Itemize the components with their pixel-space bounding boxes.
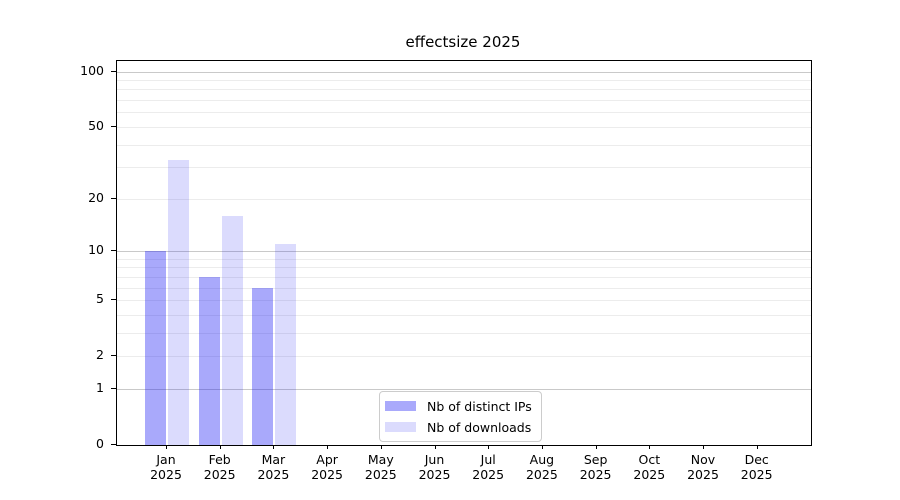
x-tick-feb <box>219 445 221 449</box>
year-label: 2025 <box>579 467 612 482</box>
x-tick-label-nov: Nov 2025 <box>673 452 733 482</box>
month-label: Oct <box>638 452 661 467</box>
bar-ips-mar <box>252 287 274 445</box>
x-tick-label-may: May 2025 <box>351 452 411 482</box>
gridline-minor-90 <box>117 79 811 81</box>
legend-item-distinct-ips: Nb of distinct IPs <box>385 397 532 415</box>
x-tick-label-feb: Feb 2025 <box>190 452 250 482</box>
year-label: 2025 <box>364 467 397 482</box>
gridline-minor-60 <box>117 112 811 114</box>
bar-ips-jan <box>145 250 166 445</box>
month-label: Jan <box>156 452 176 467</box>
y-tick-0 <box>111 444 116 445</box>
year-label: 2025 <box>311 467 343 482</box>
bar-downloads-mar <box>275 243 297 445</box>
y-tick-label-0: 0 <box>96 436 104 451</box>
year-label: 2025 <box>633 467 666 482</box>
month-label: Aug <box>529 452 555 467</box>
month-label: Apr <box>316 452 338 467</box>
x-tick-label-jan: Jan 2025 <box>136 452 196 482</box>
year-label: 2025 <box>257 467 290 482</box>
year-label: 2025 <box>203 467 236 482</box>
chart-title: effectsize 2025 <box>405 33 521 51</box>
legend-label-distinct-ips: Nb of distinct IPs <box>427 398 532 414</box>
gridline-minor-4 <box>117 314 811 316</box>
x-tick-dec <box>756 445 758 449</box>
year-label: 2025 <box>150 467 182 482</box>
y-tick-label-100: 100 <box>80 62 104 78</box>
month-label: Jun <box>424 452 445 467</box>
y-tick-label-10: 10 <box>88 241 104 257</box>
x-tick-jul <box>488 445 490 449</box>
bar-downloads-jan <box>168 159 189 445</box>
gridline-major-10 <box>117 250 811 252</box>
year-label: 2025 <box>418 467 451 482</box>
year-label: 2025 <box>472 467 505 482</box>
x-tick-label-jul: Jul 2025 <box>458 452 518 482</box>
gridline-minor-5 <box>117 300 811 301</box>
bar-downloads-feb <box>221 215 243 445</box>
y-tick-label-2: 2 <box>96 347 104 363</box>
gridline-minor-20 <box>117 198 811 200</box>
month-label: Dec <box>744 452 769 467</box>
gridline-minor-7 <box>117 276 811 278</box>
x-tick-label-dec: Dec 2025 <box>727 452 787 482</box>
y-tick-20 <box>111 197 116 199</box>
x-tick-label-apr: Apr 2025 <box>297 452 357 482</box>
y-tick-label-5: 5 <box>96 291 104 306</box>
bar-ips-feb <box>198 276 220 445</box>
x-tick-label-jun: Jun 2025 <box>405 452 465 482</box>
legend-swatch-distinct-ips <box>385 401 416 411</box>
y-tick-2 <box>111 355 116 357</box>
y-tick-50 <box>111 125 116 127</box>
y-tick-100 <box>111 70 116 72</box>
month-label: Sep <box>583 452 608 467</box>
year-label: 2025 <box>687 467 719 482</box>
month-label: Mar <box>261 452 286 467</box>
gridline-minor-8 <box>117 267 811 269</box>
year-label: 2025 <box>740 467 773 482</box>
legend-swatch-downloads <box>385 422 416 432</box>
x-tick-aug <box>541 445 543 449</box>
x-tick-label-oct: Oct 2025 <box>619 452 679 482</box>
y-tick-label-20: 20 <box>88 189 104 205</box>
month-label: Jul <box>480 452 496 467</box>
y-tick-label-50: 50 <box>88 117 104 133</box>
gridline-minor-30 <box>117 167 811 169</box>
legend: Nb of distinct IPs Nb of downloads <box>379 391 542 442</box>
x-tick-jun <box>434 445 436 449</box>
x-tick-label-mar: Mar 2025 <box>243 452 303 482</box>
year-label: 2025 <box>525 467 558 482</box>
y-tick-1 <box>111 387 116 389</box>
gridline-minor-3 <box>117 332 811 334</box>
x-tick-sep <box>595 445 597 449</box>
gridline-minor-70 <box>117 100 811 101</box>
gridline-major-100 <box>117 71 811 73</box>
month-label: Nov <box>690 452 716 467</box>
x-tick-label-aug: Aug 2025 <box>512 452 572 482</box>
gridline-major-1 <box>117 388 811 390</box>
month-label: May <box>367 452 394 467</box>
x-tick-nov <box>703 445 704 449</box>
y-tick-5 <box>111 299 116 300</box>
gridline-minor-40 <box>117 144 811 146</box>
gridline-minor-2 <box>117 356 811 358</box>
x-tick-oct <box>649 445 651 449</box>
x-tick-mar <box>273 445 275 449</box>
y-tick-10 <box>111 249 116 251</box>
plot-area: Nb of distinct IPs Nb of downloads <box>116 60 812 446</box>
gridline-minor-50 <box>117 126 811 128</box>
y-tick-label-1: 1 <box>96 379 104 395</box>
legend-label-downloads: Nb of downloads <box>427 419 532 435</box>
month-label: Feb <box>208 452 231 467</box>
x-tick-jan <box>166 445 167 449</box>
gridline-minor-6 <box>117 287 811 289</box>
legend-item-downloads: Nb of downloads <box>385 418 532 436</box>
x-tick-may <box>380 445 382 449</box>
x-tick-label-sep: Sep 2025 <box>566 452 626 482</box>
gridline-minor-80 <box>117 89 811 91</box>
x-tick-apr <box>327 445 329 449</box>
gridline-minor-9 <box>117 258 811 260</box>
